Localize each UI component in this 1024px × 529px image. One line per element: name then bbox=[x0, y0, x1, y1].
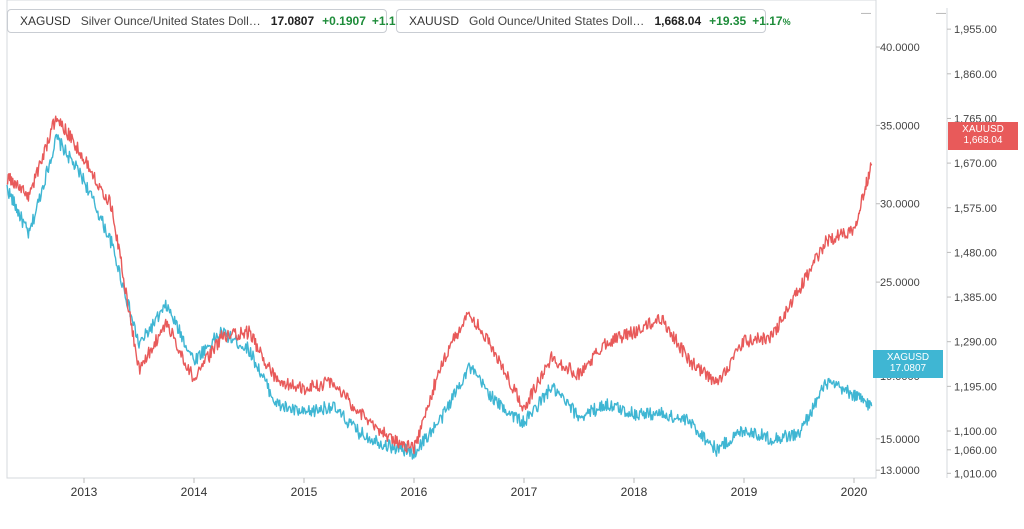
left-tick-label: 40.0000 bbox=[880, 42, 920, 54]
x-tick-label: 2013 bbox=[71, 485, 98, 499]
left-tick-label: 35.0000 bbox=[880, 120, 920, 132]
legend-description: Gold Ounce/United States Doll… bbox=[469, 14, 645, 28]
right-tick-label: 1,290.00 bbox=[954, 337, 997, 349]
legend-change: +19.35 bbox=[709, 14, 747, 28]
chevron-collapse-icon[interactable]: — bbox=[861, 8, 871, 19]
x-tick-label: 2015 bbox=[291, 485, 318, 499]
legend-price: 17.0807 bbox=[270, 14, 315, 28]
silver-tag-value: 17.0807 bbox=[889, 363, 927, 374]
series-group bbox=[6, 115, 873, 460]
legend-percent: +1.17% bbox=[752, 14, 791, 28]
legend-price: 1,668.04 bbox=[654, 14, 702, 28]
silver-tag-label: XAGUSD bbox=[886, 352, 930, 363]
right-tick-label: 1,860.00 bbox=[954, 69, 997, 81]
right-tick-label: 1,670.00 bbox=[954, 158, 997, 170]
left-tick-label: 15.0000 bbox=[880, 434, 920, 446]
x-tick-label: 2016 bbox=[401, 485, 428, 499]
right-tick-label: 1,060.00 bbox=[954, 445, 997, 457]
right-tick-label: 1,195.00 bbox=[954, 381, 997, 393]
series-line-xauusd bbox=[6, 115, 873, 455]
x-tick-label: 2019 bbox=[731, 485, 758, 499]
legend-change: +0.1907 bbox=[322, 14, 366, 28]
x-tick-label: 2014 bbox=[181, 485, 208, 499]
left-tick-label: 25.0000 bbox=[880, 277, 920, 289]
x-axis: 2013 2014 2015 2016 2017 2018 2019 2020 bbox=[71, 478, 868, 499]
right-tick-label: 1,385.00 bbox=[954, 292, 997, 304]
plot-area bbox=[6, 0, 877, 479]
right-tick-label: 1,100.00 bbox=[954, 426, 997, 438]
silver-price-tag: XAGUSD 17.0807 bbox=[873, 350, 943, 378]
gold-tag-label: XAUUSD bbox=[962, 124, 1004, 135]
x-tick-label: 2020 bbox=[841, 485, 868, 499]
left-y-axis: 40.000035.000030.000025.000019.000015.00… bbox=[876, 42, 920, 477]
x-tick-label: 2018 bbox=[621, 485, 648, 499]
right-tick-label: 1,575.00 bbox=[954, 203, 997, 215]
legend-xagusd[interactable]: XAGUSD Silver Ounce/United States Doll… … bbox=[7, 9, 410, 33]
x-tick-label: 2017 bbox=[511, 485, 538, 499]
legend-symbol: XAGUSD bbox=[20, 14, 71, 28]
right-y-axis: 1,955.001,860.001,765.001,670.001,575.00… bbox=[947, 24, 997, 480]
gold-price-tag: XAUUSD 1,668.04 bbox=[948, 122, 1018, 150]
left-tick-label: 30.0000 bbox=[880, 199, 920, 211]
gold-tag-value: 1,668.04 bbox=[963, 135, 1003, 146]
right-tick-label: 1,955.00 bbox=[954, 24, 997, 36]
right-tick-label: 1,010.00 bbox=[954, 468, 997, 480]
right-tick-label: 1,480.00 bbox=[954, 247, 997, 259]
legend-description: Silver Ounce/United States Doll… bbox=[80, 14, 261, 28]
legend-symbol: XAUUSD bbox=[409, 14, 460, 28]
legend-xauusd[interactable]: XAUUSD Gold Ounce/United States Doll… 1,… bbox=[396, 9, 791, 33]
left-tick-label: 13.0000 bbox=[880, 465, 920, 477]
chevron-collapse-icon[interactable]: — bbox=[936, 8, 946, 19]
series-line-xagusd bbox=[6, 133, 873, 460]
